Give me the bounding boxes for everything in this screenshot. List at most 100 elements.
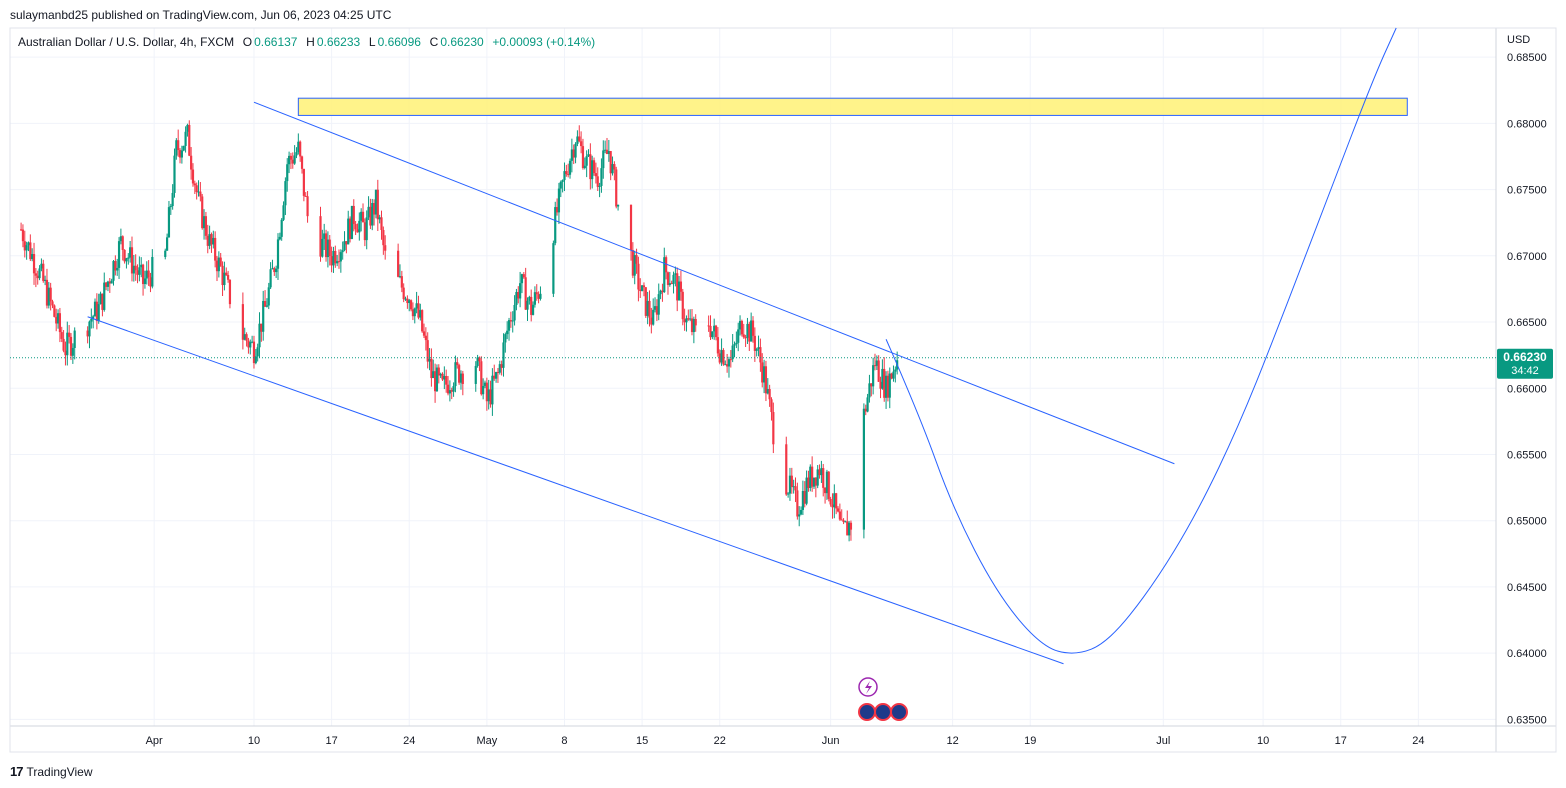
candle-body xyxy=(738,320,742,330)
candle-body xyxy=(596,176,599,187)
candle-body xyxy=(365,217,368,241)
candle-body xyxy=(306,196,309,217)
candle-body xyxy=(506,330,509,335)
candle-body xyxy=(374,189,378,215)
time-tick-label: 8 xyxy=(561,735,567,747)
tradingview-brand[interactable]: 17 TradingView xyxy=(10,764,93,779)
candle-body xyxy=(136,270,139,275)
candle-body xyxy=(877,360,880,382)
candle-body xyxy=(193,183,196,186)
candle-body xyxy=(99,293,102,305)
resistance-zone[interactable] xyxy=(297,97,1408,116)
candle-body xyxy=(846,521,849,536)
candle-body xyxy=(300,156,304,169)
candle-body xyxy=(585,156,588,166)
candle-body xyxy=(53,305,56,317)
symbol-name[interactable]: Australian Dollar / U.S. Dollar, 4h, FXC… xyxy=(18,35,235,49)
candle-body xyxy=(430,358,433,379)
economic-event-flag-icon[interactable] xyxy=(874,703,892,721)
candle-body xyxy=(737,329,740,343)
time-tick-label: Apr xyxy=(146,735,163,747)
candle-body xyxy=(724,364,727,366)
price-axis[interactable]: 0.68500 0.68000 0.67500 0.67000 0.66500 0.660… xyxy=(1507,52,1547,726)
candle-body xyxy=(657,294,660,315)
candle-body xyxy=(398,276,402,278)
candle-body xyxy=(563,171,566,181)
candle-body xyxy=(402,287,405,300)
candle-body xyxy=(55,316,58,324)
candle-body xyxy=(816,469,819,486)
candle-body xyxy=(799,509,803,515)
candle-body xyxy=(408,300,411,304)
candle-body xyxy=(64,350,67,356)
candle-body xyxy=(814,477,817,486)
candle-body xyxy=(69,336,73,356)
candle-body xyxy=(653,306,657,310)
candle-body xyxy=(284,181,287,206)
candle-body xyxy=(707,325,710,327)
candle-body xyxy=(555,207,559,213)
open-label: O xyxy=(242,35,253,49)
candle-body xyxy=(491,375,494,405)
candle-body xyxy=(247,340,250,348)
candle-body xyxy=(829,498,832,505)
candle-body xyxy=(177,140,180,151)
candle-body xyxy=(805,477,808,504)
price-tick-label: 0.67000 xyxy=(1507,251,1547,263)
candle-body xyxy=(71,347,74,356)
candle-body xyxy=(439,373,442,376)
candle-body xyxy=(441,373,444,380)
candle-body xyxy=(722,350,725,365)
candle-body xyxy=(592,160,596,174)
candle-body xyxy=(175,140,178,156)
lower-trendline[interactable] xyxy=(87,316,1064,665)
candle-body xyxy=(456,362,459,366)
candle-body xyxy=(494,372,498,379)
projection-curve[interactable] xyxy=(885,27,1397,654)
candle-body xyxy=(275,268,278,273)
candle-body xyxy=(186,124,189,132)
close-value: 0.66230 xyxy=(440,35,484,49)
candle-body xyxy=(687,318,690,320)
candle-body xyxy=(670,283,673,285)
currency-label[interactable]: USD xyxy=(1507,34,1531,46)
time-axis[interactable]: Apr 10 17 24 May 8 15 22 Jun 12 19 Jul 10 17 24 xyxy=(146,735,1425,747)
candle-body xyxy=(616,204,620,207)
candle-body xyxy=(221,265,224,286)
upper-trendline[interactable] xyxy=(253,101,1175,465)
candle-body xyxy=(110,280,113,284)
candle-body xyxy=(886,375,890,398)
time-tick-label: Jul xyxy=(1156,735,1170,747)
low-value: 0.66096 xyxy=(377,35,421,49)
candle-body xyxy=(147,270,150,278)
candle-body xyxy=(34,273,37,276)
candle-body xyxy=(384,245,387,251)
candle-body xyxy=(831,504,834,508)
event-markers[interactable] xyxy=(858,677,908,721)
economic-event-flag-icon[interactable] xyxy=(890,703,908,721)
candle-body xyxy=(676,273,679,301)
candle-body xyxy=(674,273,677,275)
candle-body xyxy=(531,304,535,315)
candle-body xyxy=(848,522,851,536)
candle-body xyxy=(578,136,581,142)
change-value: +0.00093 (+0.14%) xyxy=(492,35,596,49)
candle-body xyxy=(520,274,524,284)
candle-body xyxy=(635,255,638,264)
candle-body xyxy=(245,334,248,341)
candle-body xyxy=(611,164,614,174)
drawings-layer[interactable] xyxy=(87,27,1408,665)
candle-body xyxy=(666,272,670,285)
candle-body xyxy=(25,245,28,251)
candle-body xyxy=(663,257,666,293)
candle-body xyxy=(326,239,330,258)
candle-body xyxy=(226,275,230,280)
economic-event-flag-icon[interactable] xyxy=(858,703,876,721)
candle-body xyxy=(105,282,108,287)
candle-body xyxy=(138,267,141,275)
candle-body xyxy=(204,216,208,236)
candle-body xyxy=(483,382,487,386)
candle-body xyxy=(358,220,361,233)
candle-body xyxy=(132,265,135,274)
